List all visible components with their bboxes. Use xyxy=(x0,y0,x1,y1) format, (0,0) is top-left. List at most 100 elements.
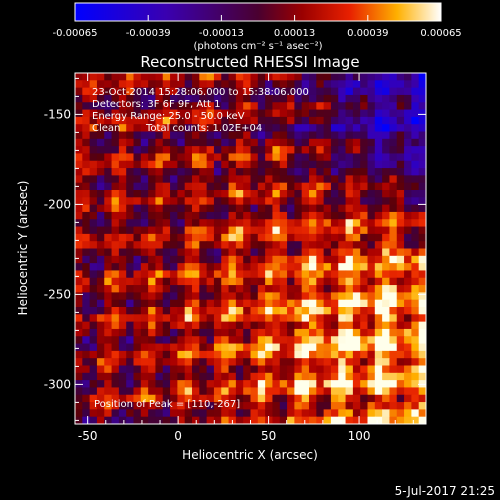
heatmap-cell xyxy=(338,138,347,147)
heatmap-cell xyxy=(104,350,113,359)
heatmap-cell xyxy=(148,226,157,235)
heatmap-cell xyxy=(184,248,193,257)
heatmap-cell xyxy=(177,175,186,184)
heatmap-cell xyxy=(382,87,391,96)
heatmap-cell xyxy=(155,394,164,403)
heatmap-cell xyxy=(213,233,222,242)
heatmap-cell xyxy=(126,350,135,359)
heatmap-cell xyxy=(338,94,347,103)
heatmap-cell xyxy=(418,131,426,140)
heatmap-cell xyxy=(140,197,149,206)
heatmap-cell xyxy=(396,350,405,359)
heatmap-cell xyxy=(243,285,252,293)
heatmap-cell xyxy=(418,190,426,198)
heatmap-cell xyxy=(82,321,91,330)
heatmap-cell xyxy=(184,328,193,337)
heatmap-cell xyxy=(418,248,426,257)
heatmap-cell xyxy=(287,292,295,301)
heatmap-cell xyxy=(257,358,266,367)
heatmap-cell xyxy=(177,336,186,345)
heatmap-cell xyxy=(279,270,288,279)
heatmap-cell xyxy=(111,233,120,242)
heatmap-cell xyxy=(89,336,98,345)
heatmap-cell xyxy=(316,387,325,396)
heatmap-cell xyxy=(184,73,193,81)
heatmap-cell xyxy=(155,146,164,155)
heatmap-cell xyxy=(148,175,157,184)
heatmap-cell xyxy=(418,314,426,323)
heatmap-cell xyxy=(89,255,98,264)
heatmap-cell xyxy=(338,336,347,345)
heatmap-cell xyxy=(96,336,105,345)
heatmap-cell xyxy=(309,387,317,396)
heatmap-cell xyxy=(155,241,164,250)
heatmap-cell xyxy=(126,263,135,272)
x-tick-label: 100 xyxy=(348,429,371,443)
heatmap-cell xyxy=(96,248,105,257)
heatmap-cell xyxy=(111,380,120,389)
heatmap-cell xyxy=(170,270,178,279)
heatmap-cell xyxy=(250,416,259,424)
heatmap-cell xyxy=(279,402,288,410)
heatmap-cell xyxy=(75,248,83,257)
heatmap-cell xyxy=(170,211,178,220)
heatmap-cell xyxy=(301,387,310,396)
heatmap-cell xyxy=(411,80,420,89)
heatmap-cell xyxy=(104,394,113,403)
heatmap-cell xyxy=(272,380,281,389)
heatmap-cell xyxy=(367,102,376,111)
heatmap-cell xyxy=(118,73,127,81)
heatmap-cell xyxy=(221,292,230,301)
heatmap-cell xyxy=(389,255,398,264)
heatmap-cell xyxy=(404,131,412,140)
heatmap-cell xyxy=(221,102,230,111)
heatmap-cell xyxy=(352,146,361,155)
heatmap-cell xyxy=(192,233,200,242)
heatmap-cell xyxy=(257,190,266,198)
heatmap-cell xyxy=(104,343,113,352)
heatmap-cell xyxy=(294,372,303,381)
heatmap-cell xyxy=(279,168,288,176)
heatmap-cell xyxy=(243,175,252,184)
heatmap-cell xyxy=(265,285,274,293)
heatmap-cell xyxy=(338,233,347,242)
heatmap-cell xyxy=(184,219,193,228)
heatmap-cell xyxy=(294,292,303,301)
heatmap-cell xyxy=(148,124,157,133)
heatmap-cell xyxy=(404,109,412,118)
heatmap-cell xyxy=(235,416,244,424)
heatmap-cell xyxy=(118,94,127,103)
heatmap-cell xyxy=(330,394,339,403)
chart-title: Reconstructed RHESSI Image xyxy=(140,53,359,71)
heatmap-cell xyxy=(265,402,274,410)
heatmap-cell xyxy=(279,226,288,235)
heatmap-cell xyxy=(367,350,376,359)
heatmap-cell xyxy=(330,292,339,301)
heatmap-cell xyxy=(213,182,222,191)
heatmap-cell xyxy=(228,248,237,257)
heatmap-cell xyxy=(104,87,113,96)
heatmap-cell xyxy=(126,277,135,286)
heatmap-cell xyxy=(272,226,281,235)
heatmap-cell xyxy=(272,409,281,418)
heatmap-cell xyxy=(96,402,105,410)
heatmap-cell xyxy=(148,94,157,103)
heatmap-cell xyxy=(367,175,376,184)
heatmap-cell xyxy=(75,321,83,330)
heatmap-cell xyxy=(374,190,383,198)
heatmap-cell xyxy=(221,350,230,359)
heatmap-cell xyxy=(118,409,127,418)
heatmap-cell xyxy=(287,168,295,176)
heatmap-cell xyxy=(89,102,98,111)
heatmap-cell xyxy=(155,80,164,89)
heatmap-cell xyxy=(199,233,208,242)
heatmap-cell xyxy=(404,116,412,125)
heatmap-cell xyxy=(228,336,237,345)
heatmap-cell xyxy=(279,314,288,323)
heatmap-cell xyxy=(96,387,105,396)
heatmap-cell xyxy=(213,358,222,367)
heatmap-cell xyxy=(272,233,281,242)
heatmap-cell xyxy=(148,73,157,81)
heatmap-cell xyxy=(89,168,98,176)
heatmap-cell xyxy=(213,109,222,118)
